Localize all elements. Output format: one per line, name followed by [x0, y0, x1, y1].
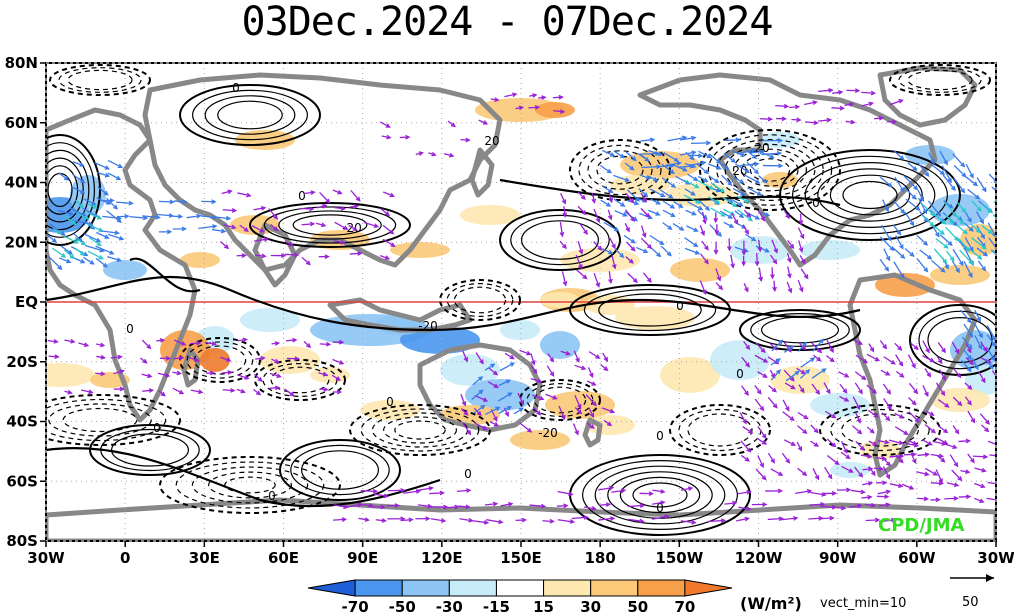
colorbar-swatch	[354, 579, 403, 597]
lon-tick-label: 120E	[421, 549, 463, 567]
colorbar-label: 50	[627, 598, 648, 612]
lon-tick-label: 30W	[977, 549, 1014, 567]
lon-tick-label: 150E	[500, 549, 542, 567]
colorbar: -70 -50 -30 -15 15 30 50 70	[307, 579, 733, 612]
contour-label: 20	[732, 164, 747, 178]
contour-label: 0	[386, 395, 394, 409]
lon-tick-label: 150W	[655, 549, 703, 567]
colorbar-label: 70	[674, 598, 695, 612]
colorbar-label: 15	[533, 598, 554, 612]
colorbar-label: -50	[389, 598, 416, 612]
contour-label: 0	[464, 467, 472, 481]
contour-label: 0	[736, 367, 744, 381]
colorbar-label: -15	[483, 598, 510, 612]
lat-tick-label: 60S	[6, 472, 38, 490]
contour-label: 0	[656, 429, 664, 443]
colorbar-swatch	[637, 579, 686, 597]
lon-tick-label: 90W	[819, 549, 857, 567]
lat-tick-label: 40S	[6, 413, 38, 431]
reference-vector-value: 50	[962, 595, 979, 610]
contour-label: -20	[418, 319, 438, 333]
latitude-axis: 80N 60N 40N 20N EQ 20S 40S 60S 80S	[5, 54, 46, 550]
colorbar-swatch	[684, 579, 733, 597]
lon-tick-label: 30E	[189, 549, 220, 567]
longitude-axis: 30W 0 30E 60E 90E 120E 150E 180 150W 120W 90W 60W 30…	[27, 541, 1014, 567]
contour-label: 0	[268, 489, 276, 503]
vect-min-label: vect_min=10	[820, 596, 906, 611]
lat-tick-label: 40N	[5, 174, 38, 192]
contour-label: -20	[538, 426, 558, 440]
lat-tick-label: EQ	[15, 293, 38, 311]
contour-label: 0	[812, 196, 820, 210]
lat-tick-label: 80S	[6, 532, 38, 550]
lat-tick-label: 20N	[5, 233, 38, 251]
colorbar-swatch	[401, 579, 450, 597]
colorbar-swatch	[307, 579, 356, 597]
colorbar-swatch	[495, 579, 545, 597]
colorbar-swatch	[590, 579, 639, 597]
colorbar-swatch	[543, 579, 592, 597]
colorbar-label: -70	[342, 598, 369, 612]
colorbar-label: -30	[436, 598, 463, 612]
lon-tick-label: 30W	[27, 549, 65, 567]
lon-tick-label: 0	[120, 549, 130, 567]
lat-tick-label: 80N	[5, 54, 38, 72]
lon-tick-label: 60E	[268, 549, 299, 567]
reference-vector: 50	[950, 574, 994, 610]
colorbar-label: 30	[580, 598, 601, 612]
lat-tick-label: 60N	[5, 114, 38, 132]
contour-label: 0	[298, 189, 306, 203]
units-label: (W/m²)	[740, 594, 802, 612]
map-title: 03Dec.2024 - 07Dec.2024	[241, 0, 774, 45]
colorbar-swatch	[448, 579, 497, 597]
credit-label: CPD/JMA	[878, 515, 965, 536]
contour-label: 0	[126, 322, 134, 336]
lon-tick-label: 60W	[898, 549, 936, 567]
lat-tick-label: 20S	[6, 353, 38, 371]
contour-label: 20	[484, 134, 499, 148]
contour-label: 0	[153, 421, 161, 435]
lon-tick-label: 120W	[735, 549, 783, 567]
contour-label: 0	[232, 81, 240, 95]
flux-vectors	[46, 87, 996, 525]
lon-tick-label: 90E	[347, 549, 378, 567]
contour-label: 0	[676, 299, 684, 313]
contour-label: 0	[656, 501, 664, 515]
lon-tick-label: 180	[585, 549, 616, 567]
